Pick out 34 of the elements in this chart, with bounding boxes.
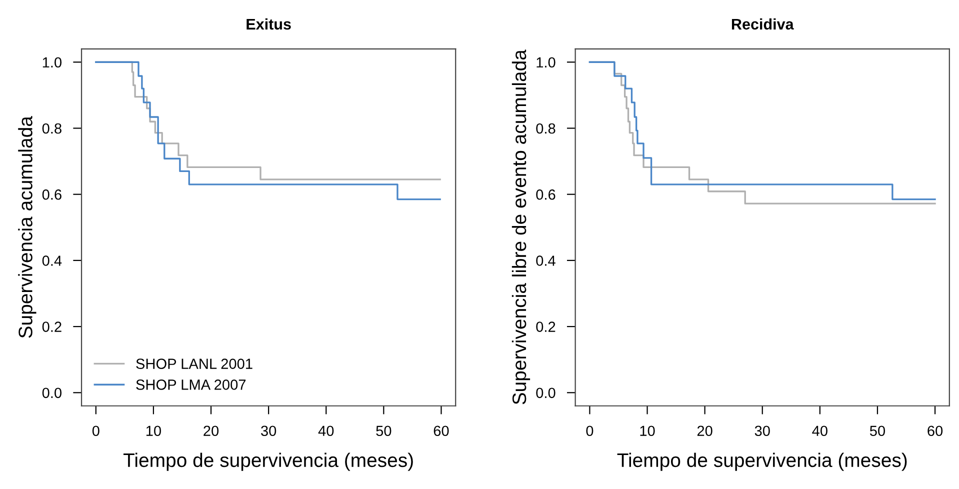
y-tick-label: 0.0 — [536, 388, 556, 398]
x-tick-label: 20 — [204, 426, 219, 436]
x-axis-title: Tiempo de supervivencia (meses) — [617, 452, 907, 471]
y-tick-label: 0.8 — [536, 123, 556, 134]
x-tick-label: 20 — [697, 426, 712, 436]
x-tick-label: 10 — [146, 426, 161, 436]
x-tick-label: 0 — [92, 426, 100, 436]
x-tick-label: 30 — [754, 426, 770, 436]
x-tick-label: 40 — [318, 426, 334, 436]
x-tick-label: 40 — [812, 426, 828, 436]
y-tick-label: 1.0 — [42, 57, 62, 68]
y-tick-label: 0.2 — [42, 322, 62, 332]
legend-label: SHOP LMA 2007 — [136, 380, 246, 390]
y-tick-label: 0.8 — [42, 123, 62, 134]
y-tick-label: 0.4 — [42, 256, 62, 266]
y-tick-label: 0.4 — [536, 256, 556, 266]
chart-title: Exitus — [246, 18, 291, 30]
x-tick-label: 10 — [640, 426, 655, 436]
x-tick-label: 60 — [434, 426, 449, 436]
x-tick-label: 50 — [870, 426, 886, 436]
x-tick-label: 0 — [586, 426, 594, 436]
y-tick-label: 0.6 — [536, 189, 556, 200]
x-axis-title: Tiempo de supervivencia (meses) — [123, 452, 413, 471]
y-tick-label: 1.0 — [536, 57, 556, 68]
chart-title: Recidiva — [732, 18, 794, 30]
x-tick-label: 50 — [376, 426, 392, 436]
y-tick-label: 0.0 — [42, 388, 62, 398]
legend-label: SHOP LANL 2001 — [136, 358, 252, 369]
y-axis-title: Supervivencia acumulada — [18, 116, 36, 338]
y-tick-label: 0.6 — [42, 189, 62, 200]
x-tick-label: 30 — [261, 426, 276, 436]
x-tick-label: 60 — [928, 426, 943, 436]
y-axis-title: Supervivencia libre de evento acumulada — [512, 50, 530, 404]
y-tick-label: 0.2 — [536, 322, 556, 332]
